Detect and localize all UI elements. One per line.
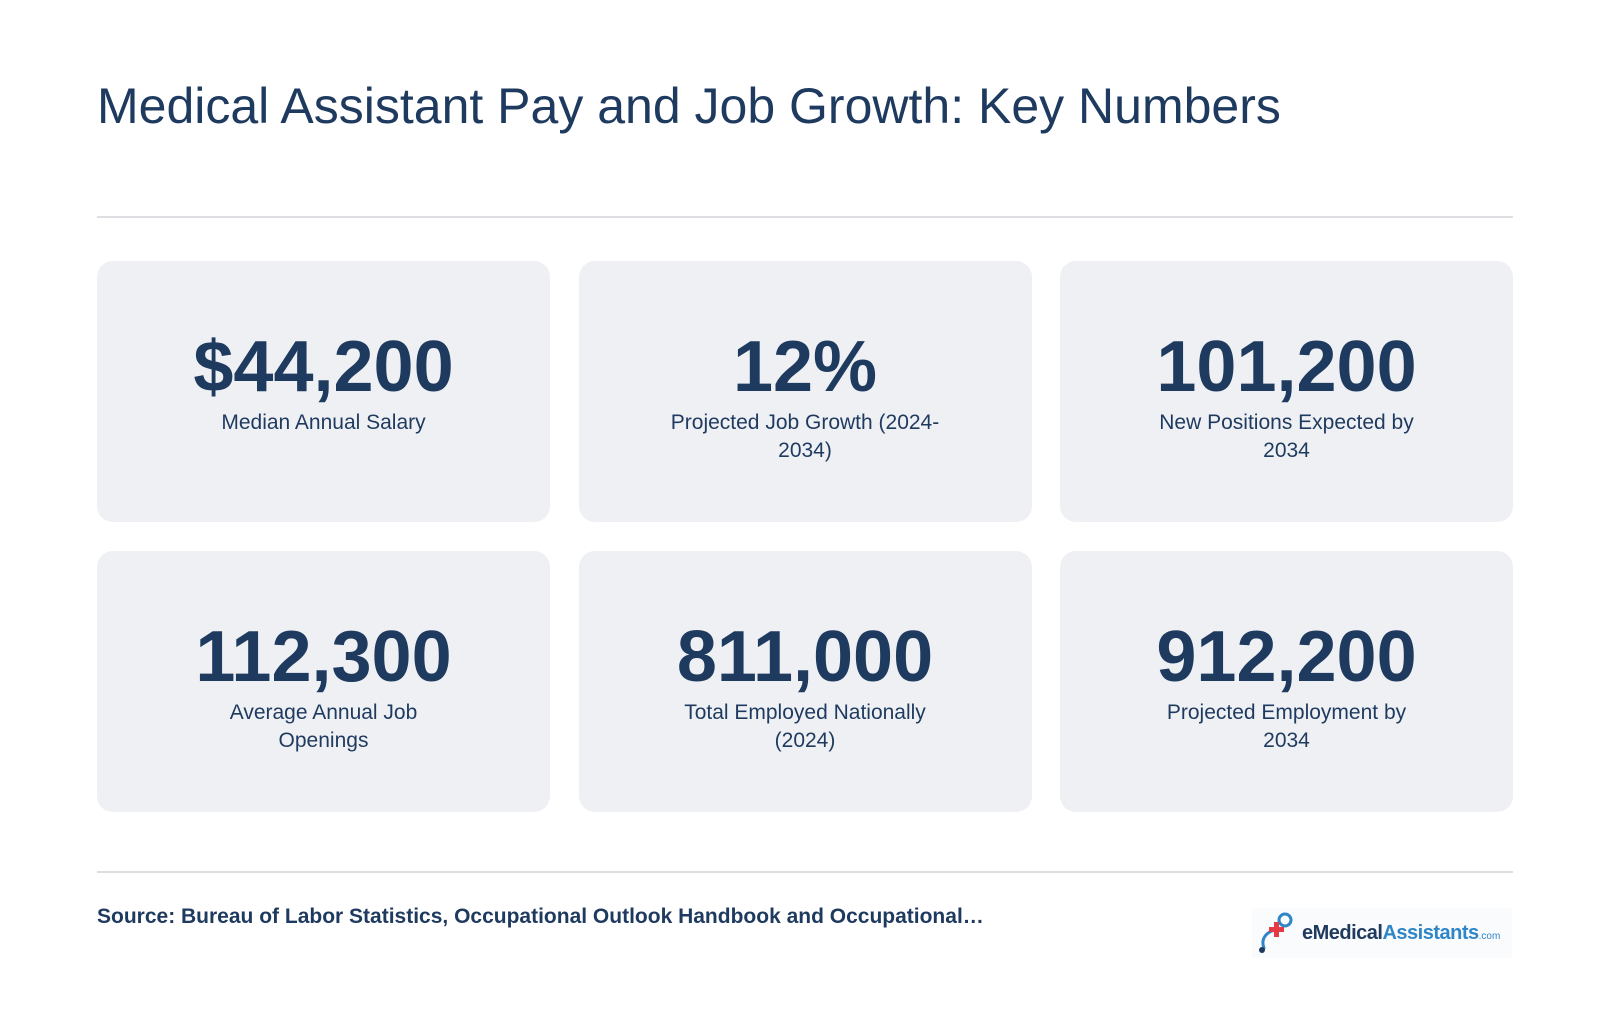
stat-card-median-salary: $44,200 Median Annual Salary <box>97 261 550 522</box>
stat-value: 101,200 <box>1156 327 1417 407</box>
stat-value: 912,200 <box>1156 617 1417 697</box>
stat-card-total-employed: 811,000 Total Employed Nationally (2024) <box>578 551 1032 812</box>
source-citation: Source: Bureau of Labor Statistics, Occu… <box>97 905 984 928</box>
brand-wordmark: eMedicalAssistants.com <box>1302 921 1501 944</box>
stat-value: 811,000 <box>676 617 934 697</box>
bottom-divider <box>97 871 1513 873</box>
stat-label: Total Employed Nationally (2024) <box>684 701 926 752</box>
stat-value: 12% <box>732 327 878 407</box>
stats-grid: $44,200 Median Annual Salary 12% Project… <box>97 261 1513 812</box>
stat-value: $44,200 <box>193 327 454 407</box>
stat-card-projected-employment: 912,200 Projected Employment by 2034 <box>1060 551 1513 812</box>
stat-label: Median Annual Salary <box>221 411 426 434</box>
stat-card-job-growth: 12% Projected Job Growth (2024-2034) <box>578 261 1032 522</box>
brand-logo[interactable]: eMedicalAssistants.com <box>1252 908 1512 958</box>
stat-label: Average Annual Job Openings <box>229 701 418 752</box>
medical-cross-logo-icon <box>1259 912 1293 953</box>
stat-value: 112,300 <box>195 617 452 697</box>
stat-label: Projected Job Growth (2024-2034) <box>670 411 940 462</box>
stat-card-new-positions: 101,200 New Positions Expected by 2034 <box>1060 261 1513 522</box>
stat-label: Projected Employment by 2034 <box>1166 701 1407 752</box>
stat-label: New Positions Expected by 2034 <box>1159 411 1414 462</box>
stat-card-annual-openings: 112,300 Average Annual Job Openings <box>97 551 550 812</box>
page-title: Medical Assistant Pay and Job Growth: Ke… <box>97 78 1281 134</box>
top-divider <box>97 216 1513 218</box>
